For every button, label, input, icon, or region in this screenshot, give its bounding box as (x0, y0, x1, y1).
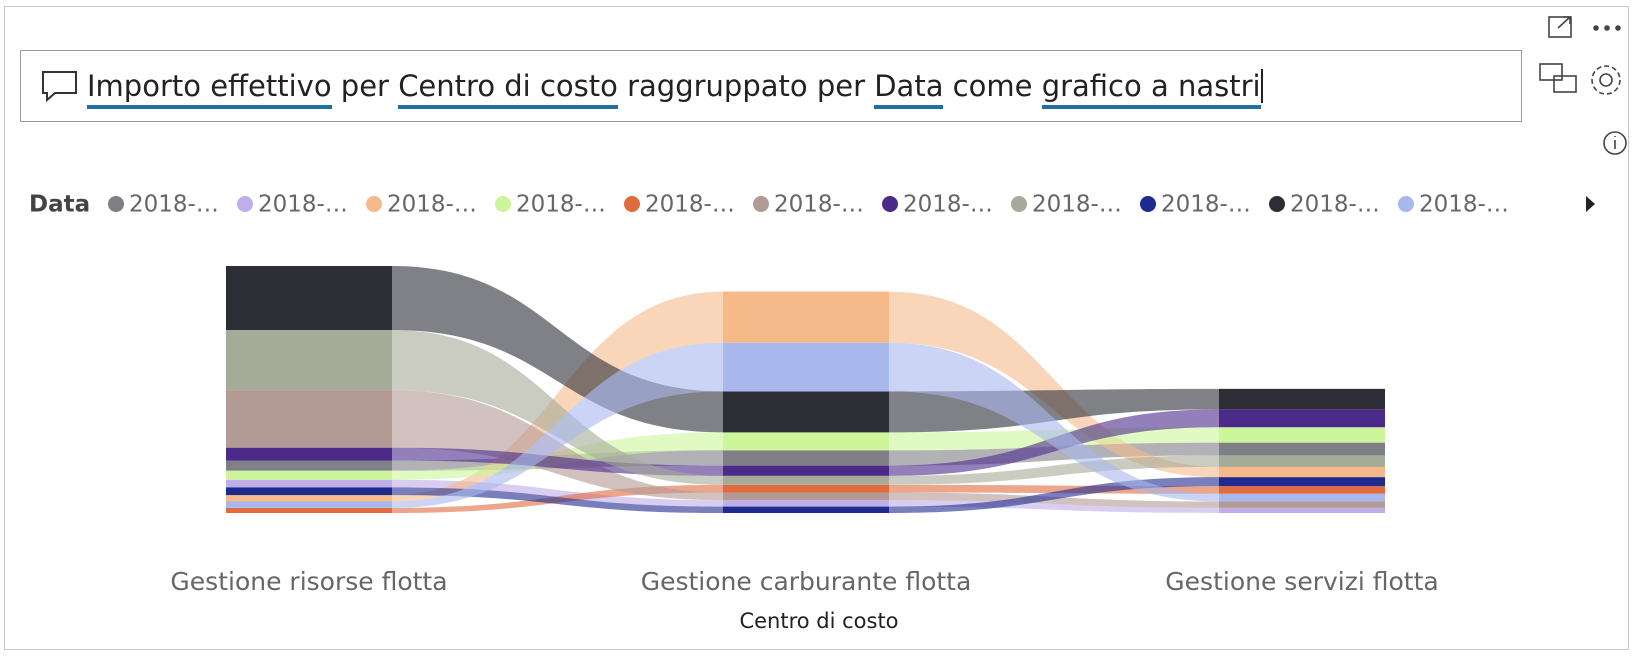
ribbon-segment (723, 506, 889, 513)
ribbon-segment (226, 507, 392, 513)
legend-label: 2018-… (1290, 192, 1380, 218)
x-tick-label: Gestione risorse flotta (170, 567, 447, 596)
ribbon (889, 492, 1219, 508)
ribbon-segment (723, 432, 889, 451)
qna-input[interactable]: Importo effettivo per Centro di costo ra… (20, 50, 1522, 122)
legend-marker (1398, 196, 1414, 212)
query-word: come (943, 69, 1042, 103)
ribbon-segment (723, 391, 889, 433)
legend-label: 2018-… (129, 192, 219, 218)
ribbon-segment (723, 342, 889, 392)
ribbon-segment (226, 495, 392, 502)
legend-marker (108, 196, 124, 212)
legend-label: 2018-… (774, 192, 864, 218)
ribbon-segment (723, 500, 889, 507)
query-word: raggruppato per (617, 69, 875, 103)
ribbon (392, 291, 723, 502)
legend-marker (366, 196, 382, 212)
ribbon-segment (723, 450, 889, 466)
ribbon-segment (1219, 388, 1385, 410)
ribbon (889, 500, 1219, 513)
ribbon (889, 455, 1219, 485)
ribbon-segment (723, 492, 889, 501)
ribbon-segment (226, 501, 392, 508)
comment-icon (42, 71, 77, 103)
ribbon-segment (226, 447, 392, 461)
query-text[interactable]: Importo effettivo per Centro di costo ra… (87, 69, 1261, 109)
ribbon-segment (226, 460, 392, 471)
legend-label: 2018-… (387, 192, 477, 218)
legend-label: 2018-… (516, 192, 606, 218)
ribbon-segment (1219, 442, 1385, 456)
ribbon-segment (723, 465, 889, 476)
legend-label: 2018-… (258, 192, 348, 218)
ribbon-segment (226, 390, 392, 448)
legend-marker (753, 196, 769, 212)
ribbon-segment (723, 475, 889, 485)
legend-marker (237, 196, 253, 212)
ribbon-segment (723, 291, 889, 343)
legend-marker (624, 196, 640, 212)
ribbon-segment (1219, 477, 1385, 487)
legend-marker (1269, 196, 1285, 212)
ribbon-segment (723, 484, 889, 493)
ribbon-segment (226, 470, 392, 480)
ribbon (392, 342, 723, 508)
ribbon-segment (1219, 427, 1385, 443)
legend-title: Data (29, 192, 90, 218)
legend-label: 2018-… (903, 192, 993, 218)
x-tick-label: Gestione servizi flotta (1165, 567, 1438, 596)
ribbons (392, 266, 1219, 513)
legend-label: 2018-… (1032, 192, 1122, 218)
ribbon-segment (1219, 507, 1385, 513)
query-term[interactable]: Data (874, 69, 944, 109)
ribbon-segment (226, 479, 392, 488)
ribbon-segment (1219, 486, 1385, 494)
legend-label: 2018-… (645, 192, 735, 218)
ribbon (392, 329, 723, 485)
legend-marker (1140, 196, 1156, 212)
ribbon-segment (1219, 466, 1385, 478)
legend-marker (1011, 196, 1027, 212)
legend-marker (495, 196, 511, 212)
ribbon-segment (1219, 501, 1385, 508)
ribbon-segment (226, 487, 392, 496)
x-tick-label: Gestione carburante flotta (641, 567, 972, 596)
legend-label: 2018-… (1419, 192, 1509, 218)
ribbon-segment (226, 329, 392, 391)
query-word: per (331, 69, 399, 103)
legend-next[interactable] (1586, 196, 1595, 212)
toolbar-icons (1539, 16, 1627, 155)
visual-frame (4, 6, 1629, 650)
ribbon-segment (1219, 493, 1385, 502)
ribbon (889, 291, 1219, 478)
ribbon-segment (1219, 455, 1385, 467)
query-term[interactable]: Importo effettivo (87, 69, 332, 109)
ribbon (889, 342, 1219, 502)
caret (1260, 69, 1263, 103)
query-term[interactable]: Centro di costo (398, 69, 618, 109)
ribbon-segment (1219, 409, 1385, 428)
x-axis-title: Centro di costo (739, 609, 898, 633)
ribbon-segment (226, 266, 392, 330)
legend-label: 2018-… (1161, 192, 1251, 218)
legend-marker (882, 196, 898, 212)
query-term[interactable]: grafico a nastri (1041, 69, 1261, 109)
